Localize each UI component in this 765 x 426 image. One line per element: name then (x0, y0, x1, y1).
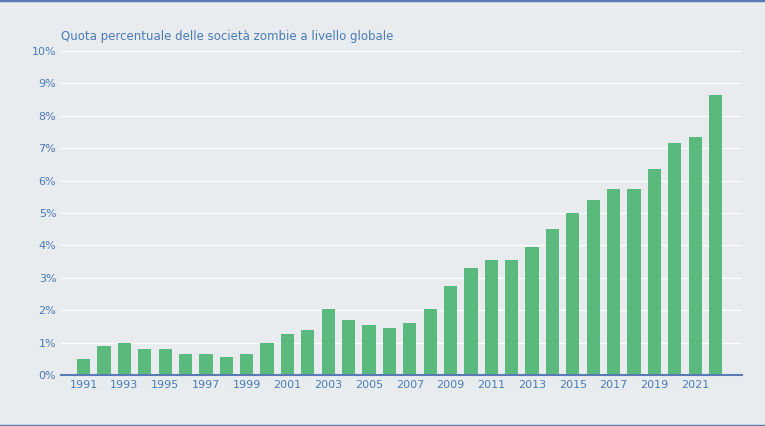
Bar (485, 260, 498, 375)
Bar (403, 323, 416, 375)
Bar (607, 189, 620, 375)
Bar (301, 330, 314, 375)
Bar (158, 349, 172, 375)
Bar (281, 334, 294, 375)
Bar (526, 247, 539, 375)
Bar (566, 213, 579, 375)
Bar (668, 144, 682, 375)
Bar (260, 343, 274, 375)
Bar (179, 354, 192, 375)
Bar (424, 308, 437, 375)
Bar (382, 328, 396, 375)
Text: Quota percentuale delle società zombie a livello globale: Quota percentuale delle società zombie a… (61, 30, 393, 43)
Bar (627, 189, 640, 375)
Bar (709, 95, 722, 375)
Bar (220, 357, 233, 375)
Bar (363, 325, 376, 375)
Bar (321, 308, 335, 375)
Bar (546, 229, 559, 375)
Bar (648, 169, 661, 375)
Bar (118, 343, 131, 375)
Bar (240, 354, 253, 375)
Bar (444, 286, 457, 375)
Bar (97, 346, 111, 375)
Bar (200, 354, 213, 375)
Bar (138, 349, 151, 375)
Bar (688, 137, 702, 375)
Bar (587, 200, 600, 375)
Bar (77, 359, 90, 375)
Bar (342, 320, 355, 375)
Bar (505, 260, 519, 375)
Bar (464, 268, 477, 375)
